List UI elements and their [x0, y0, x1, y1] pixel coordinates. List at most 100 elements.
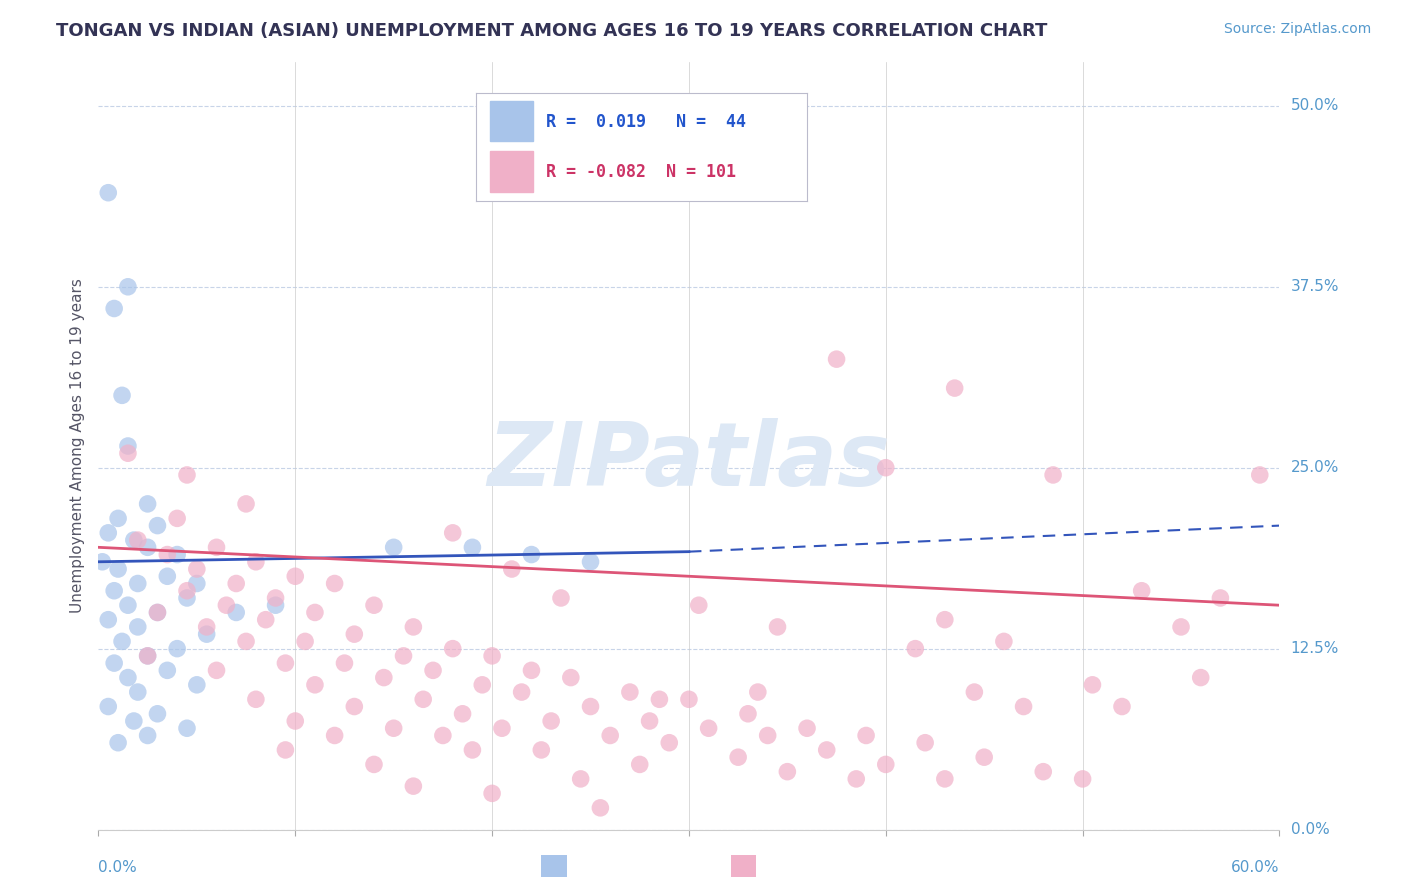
Point [166, 548, 188, 562]
Text: 12.5%: 12.5% [1291, 641, 1339, 657]
Point [186, 678, 208, 692]
Point [599, 729, 621, 743]
Point [294, 634, 316, 648]
Point [373, 671, 395, 685]
Point [264, 591, 287, 605]
Point [136, 648, 159, 663]
Point [441, 641, 464, 656]
Point [363, 598, 385, 612]
Point [875, 460, 897, 475]
Point [146, 606, 169, 620]
Text: Source: ZipAtlas.com: Source: ZipAtlas.com [1223, 22, 1371, 37]
Point [471, 678, 494, 692]
Point [127, 620, 149, 634]
Point [195, 627, 218, 641]
Point [205, 541, 228, 555]
Point [245, 555, 267, 569]
Point [186, 562, 208, 576]
Point [107, 562, 129, 576]
Point [422, 664, 444, 678]
Point [382, 541, 405, 555]
Point [176, 467, 198, 482]
Point [943, 381, 966, 395]
Point [1170, 620, 1192, 634]
Point [235, 634, 257, 648]
Point [441, 525, 464, 540]
Point [589, 801, 612, 815]
Point [1249, 467, 1271, 482]
Point [117, 280, 139, 294]
Point [904, 641, 927, 656]
Point [579, 699, 602, 714]
Point [274, 656, 297, 670]
Point [97, 613, 120, 627]
Point [225, 606, 247, 620]
Point [619, 685, 641, 699]
Point [156, 664, 179, 678]
Point [136, 497, 159, 511]
Point [205, 664, 228, 678]
Point [136, 648, 159, 663]
Point [756, 729, 779, 743]
Point [91, 555, 114, 569]
Point [136, 541, 159, 555]
Point [304, 678, 326, 692]
Y-axis label: Unemployment Among Ages 16 to 19 years: Unemployment Among Ages 16 to 19 years [69, 278, 84, 614]
Point [111, 634, 134, 648]
Point [963, 685, 986, 699]
Point [146, 606, 169, 620]
Point [127, 576, 149, 591]
Point [579, 555, 602, 569]
Point [1081, 678, 1104, 692]
Point [688, 598, 710, 612]
Point [678, 692, 700, 706]
Point [333, 656, 356, 670]
Point [284, 569, 307, 583]
Text: TONGAN VS INDIAN (ASIAN) UNEMPLOYMENT AMONG AGES 16 TO 19 YEARS CORRELATION CHAR: TONGAN VS INDIAN (ASIAN) UNEMPLOYMENT AM… [56, 22, 1047, 40]
Text: 37.5%: 37.5% [1291, 279, 1339, 294]
Point [973, 750, 995, 764]
Point [638, 714, 661, 728]
Point [111, 388, 134, 402]
Point [648, 692, 671, 706]
Point [343, 699, 366, 714]
Point [825, 352, 848, 367]
Point [520, 548, 543, 562]
Point [1130, 583, 1153, 598]
Point [103, 656, 125, 670]
Text: Indians (Asian): Indians (Asian) [762, 858, 876, 872]
Point [117, 598, 139, 612]
Point [146, 518, 169, 533]
Point [501, 562, 523, 576]
Point [323, 576, 346, 591]
Point [343, 627, 366, 641]
Point [323, 729, 346, 743]
Point [235, 497, 257, 511]
Text: 0.0%: 0.0% [98, 860, 138, 875]
Point [934, 772, 956, 786]
Point [195, 620, 218, 634]
Point [815, 743, 838, 757]
Point [186, 576, 208, 591]
Point [569, 772, 592, 786]
Point [402, 620, 425, 634]
Point [491, 721, 513, 735]
Point [146, 706, 169, 721]
Point [510, 685, 533, 699]
Point [845, 772, 868, 786]
Point [392, 648, 415, 663]
Point [402, 779, 425, 793]
Point [156, 569, 179, 583]
Point [727, 750, 749, 764]
Point [481, 786, 503, 800]
Point [156, 548, 179, 562]
Point [1071, 772, 1094, 786]
Point [166, 641, 188, 656]
Point [766, 620, 789, 634]
Point [97, 186, 120, 200]
Point [530, 743, 553, 757]
Point [658, 736, 681, 750]
Point [127, 685, 149, 699]
Point [914, 736, 936, 750]
Point [776, 764, 799, 779]
